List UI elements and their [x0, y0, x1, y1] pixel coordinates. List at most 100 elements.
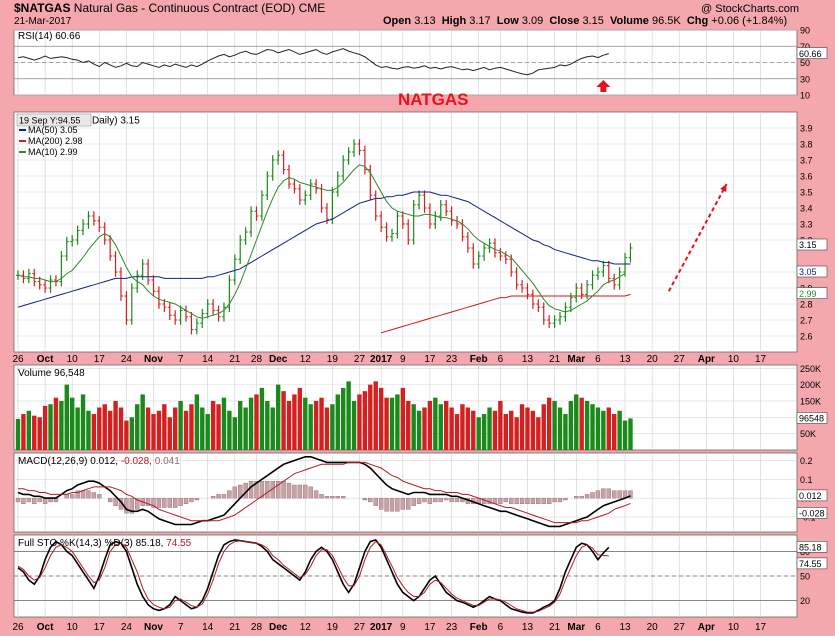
- y-tick-label: 200K: [800, 380, 821, 390]
- volume-bar: [384, 397, 389, 450]
- value-badge: [796, 540, 828, 553]
- macd-histogram-bar: [292, 484, 297, 499]
- x-tick-label: 9: [400, 354, 406, 365]
- volume-bar: [536, 417, 541, 450]
- volume-bar: [86, 410, 91, 450]
- macd-histogram-bar: [362, 497, 368, 501]
- volume-bar: [15, 418, 21, 450]
- sto-k-line: [17, 538, 610, 614]
- x-tick-label: 24: [121, 622, 133, 633]
- macd-histogram-bar: [210, 496, 216, 499]
- volume-bar: [135, 404, 140, 450]
- macd-histogram-bar: [227, 490, 232, 499]
- volume-bar: [454, 414, 460, 450]
- volume-bar: [270, 407, 275, 450]
- volume-bar: [433, 397, 438, 450]
- volume-bar: [443, 400, 449, 450]
- up-arrow-icon: [596, 80, 611, 92]
- macd-histogram-bar: [156, 497, 162, 508]
- volume-bar: [503, 414, 508, 450]
- macd-histogram-bar: [536, 497, 541, 504]
- x-tick-label: 6: [595, 354, 601, 365]
- volume-bar: [216, 404, 221, 450]
- macd-histogram-bar: [628, 490, 633, 499]
- volume-value: 96.5K: [651, 15, 681, 27]
- rsi-legend: RSI(14) 60.66: [18, 31, 81, 42]
- volume-bar: [97, 407, 102, 450]
- value-badge: [796, 557, 828, 570]
- value-badge-label: -0.028: [799, 509, 825, 519]
- tooltip-label: 19 Sep Y:94.55: [19, 116, 80, 126]
- volume-bar: [172, 407, 178, 450]
- volume-bar: [357, 394, 362, 450]
- x-tick-label: 20: [647, 354, 659, 365]
- y-tick-label: 3.6: [800, 172, 813, 182]
- volume-bar: [248, 397, 254, 450]
- volume-bar: [281, 391, 286, 450]
- volume-bar: [37, 417, 42, 450]
- x-tick-label: Apr: [698, 354, 715, 365]
- x-tick-label: 10: [67, 622, 79, 633]
- macd-histogram-bar: [69, 494, 75, 499]
- macd-line: [17, 455, 631, 528]
- volume-bar: [481, 414, 487, 450]
- macd-histogram-bar: [563, 497, 568, 501]
- x-tick-label: Mar: [567, 622, 585, 633]
- volume-bar: [514, 417, 519, 450]
- macd-histogram-bar: [406, 497, 411, 510]
- chart-header-line1: $NATGAS Natural Gas - Continuous Contrac…: [14, 1, 325, 15]
- high-value: 3.17: [469, 15, 491, 27]
- macd-histogram-bar: [454, 497, 460, 503]
- macd-histogram-bar: [308, 486, 313, 499]
- volume-bar: [351, 400, 357, 450]
- x-tick-label: Apr: [698, 622, 715, 633]
- x-tick-label: 28: [251, 354, 263, 365]
- volume-bar: [297, 387, 303, 450]
- volume-bar: [422, 407, 427, 450]
- y-tick-label: 30: [800, 74, 810, 84]
- volume-bar: [232, 417, 237, 450]
- volume-bar: [70, 397, 75, 450]
- x-tick-label: Nov: [144, 354, 163, 365]
- macd-histogram-bar: [416, 497, 422, 504]
- macd-histogram-bar: [335, 496, 340, 499]
- volume-bar: [183, 410, 189, 450]
- volume-bar: [254, 394, 259, 450]
- macd-histogram-bar: [167, 497, 172, 508]
- value-badge: [796, 265, 828, 278]
- volume-bar: [590, 404, 595, 450]
- y-tick-label: 2.8: [800, 300, 813, 310]
- volume-bar: [557, 407, 563, 450]
- macd-histogram-bar: [248, 481, 254, 499]
- y-tick-label: 50: [800, 58, 810, 68]
- volume-bar: [319, 397, 324, 450]
- value-badge-label: 85.18: [799, 543, 822, 553]
- value-badge: [796, 47, 828, 59]
- volume-bar: [416, 410, 422, 450]
- exchange-label: CME: [298, 1, 326, 15]
- value-badge-label: 3.05: [799, 267, 817, 277]
- volume-bar: [313, 400, 319, 450]
- volume-bar: [151, 414, 156, 450]
- macd-histogram-bar: [265, 481, 270, 499]
- volume-bar: [124, 420, 129, 450]
- macd-histogram-bar: [574, 496, 579, 499]
- macd-histogram-bar: [590, 492, 595, 499]
- x-tick-label: 17: [755, 622, 767, 633]
- value-badge: [796, 238, 828, 251]
- x-tick-label: 10: [728, 622, 740, 633]
- macd-histogram-bar: [612, 490, 617, 499]
- open-value: 3.13: [414, 15, 436, 27]
- volume-bar: [59, 400, 64, 450]
- volume-bar: [574, 394, 579, 450]
- x-tick-label: 2017: [370, 622, 393, 633]
- macd-histogram-bar: [519, 497, 525, 504]
- macd-histogram-bar: [216, 494, 221, 499]
- volume-bar: [91, 414, 97, 450]
- macd-histogram-bar: [221, 494, 227, 499]
- macd-histogram-bar: [129, 497, 135, 514]
- macd-signal-line: [18, 461, 631, 524]
- macd-histogram-bar: [281, 481, 286, 499]
- volume-bar: [145, 407, 151, 450]
- ohlc-readout: Open 3.13 High 3.17 Low 3.09 Close 3.15 …: [383, 15, 788, 27]
